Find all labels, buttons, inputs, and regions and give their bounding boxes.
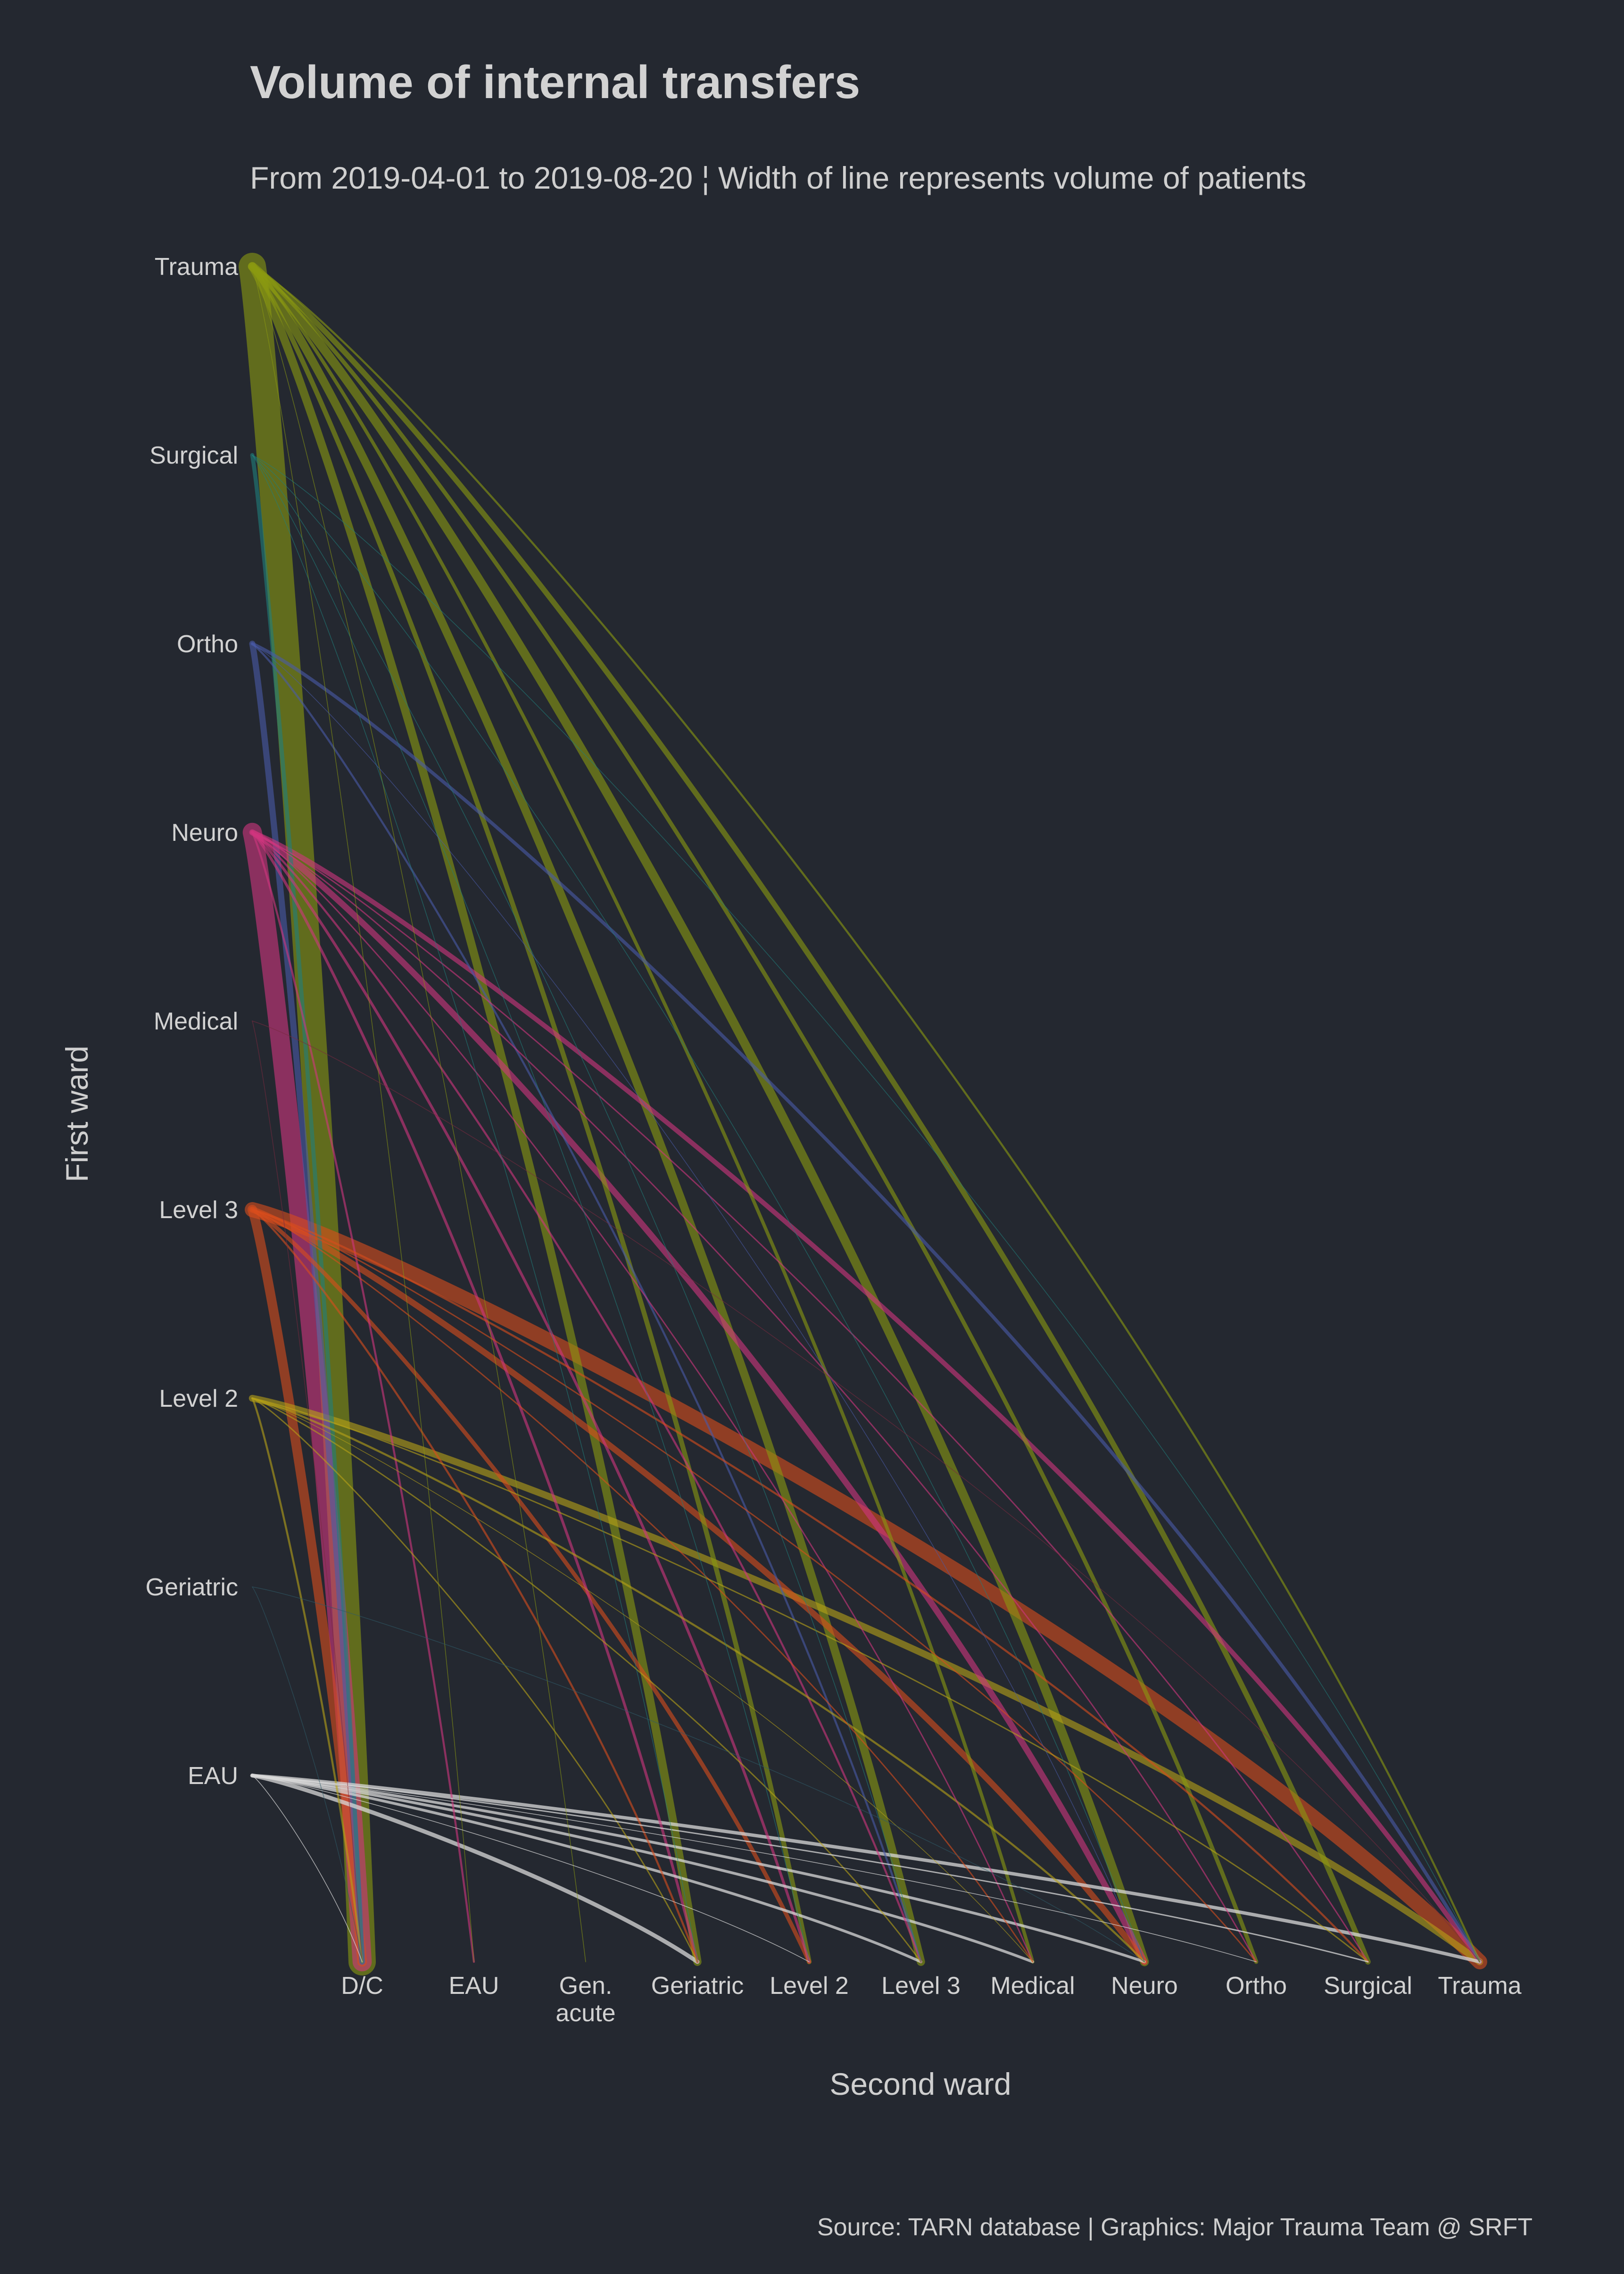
link-level-3-to-trauma — [245, 1202, 1487, 1969]
link-geriatric-to-neuro — [252, 1586, 1145, 1962]
second-ward-label-trauma: Trauma — [1438, 1972, 1521, 2000]
link-level-3-to-ortho — [251, 1209, 1257, 1963]
link-eau-to-level-2 — [252, 1775, 810, 1962]
link-medical-to-d-c — [252, 1021, 363, 1962]
chart-caption: Source: TARN database | Graphics: Major … — [817, 2214, 1533, 2241]
chart-title: Volume of internal transfers — [250, 56, 860, 108]
link-level-3-to-level-2 — [250, 1207, 812, 1964]
link-surgical-to-level-2 — [252, 455, 810, 1962]
first-ward-label-medical: Medical — [154, 1008, 238, 1035]
link-neuro-to-medical — [251, 831, 1034, 1963]
link-trauma-to-neuro — [248, 262, 1149, 1967]
link-surgical-to-neuro — [252, 455, 1145, 1962]
link-level-2-to-d-c — [251, 1397, 364, 1963]
link-eau-to-medical — [251, 1774, 1034, 1963]
link-neuro-to-ortho — [251, 831, 1257, 1963]
link-eau-to-d-c — [252, 1775, 363, 1962]
second-ward-label-surgical: Surgical — [1324, 1972, 1412, 2000]
link-eau-to-level-3 — [251, 1774, 922, 1963]
link-neuro-to-neuro — [249, 829, 1148, 1965]
link-eau-to-ortho — [252, 1775, 1257, 1962]
link-level-2-to-level-3 — [251, 1397, 922, 1963]
first-ward-label-level-3: Level 3 — [159, 1196, 238, 1224]
link-eau-to-neuro — [251, 1774, 1146, 1963]
link-eau-to-surgical — [251, 1775, 1369, 1963]
second-ward-label-neuro: Neuro — [1111, 1972, 1178, 2000]
x-axis-title: Second ward — [829, 2067, 1011, 2101]
second-ward-label-medical: Medical — [990, 1972, 1075, 2000]
second-ward-label-level-2: Level 2 — [770, 1972, 849, 2000]
first-ward-label-ortho: Ortho — [177, 631, 238, 658]
link-geriatric-to-d-c — [252, 1586, 363, 1962]
y-axis-title: First ward — [59, 1046, 94, 1182]
link-surgical-to-trauma — [252, 455, 1480, 1962]
second-ward-label-geriatric: Geriatric — [651, 1972, 744, 2000]
link-trauma-to-surgical — [249, 264, 1371, 1965]
first-ward-label-neuro: Neuro — [171, 819, 238, 847]
link-surgical-to-geriatric — [252, 455, 698, 1962]
link-surgical-to-d-c — [250, 453, 365, 1964]
link-neuro-to-level-2 — [251, 831, 811, 1963]
first-ward-label-surgical: Surgical — [149, 442, 238, 469]
link-level-2-to-trauma — [249, 1394, 1483, 1966]
link-trauma-to-medical — [250, 265, 1035, 1964]
link-level-3-to-neuro — [249, 1206, 1148, 1965]
second-ward-label-eau: EAU — [449, 1972, 499, 2000]
link-level-2-to-surgical — [251, 1397, 1369, 1963]
links-layer — [239, 253, 1487, 1975]
link-trauma-to-eau — [252, 266, 474, 1962]
second-ward-label-ortho: Ortho — [1226, 1972, 1287, 2000]
link-level-2-to-neuro — [251, 1397, 1146, 1963]
first-ward-labels: Trauma Surgical Ortho Neuro Medical Level 3 Le… — [146, 253, 239, 1790]
second-ward-labels: D/C EAU Gen. acute Geriatric Level 2 Level 3 Me… — [341, 1972, 1521, 2027]
link-trauma-to-ortho — [250, 264, 1259, 1964]
link-trauma-to-gen-acute — [252, 266, 586, 1962]
first-ward-label-geriatric: Geriatric — [146, 1574, 238, 1601]
chart-subtitle: From 2019-04-01 to 2019-08-20 ¦ Width of… — [250, 160, 1306, 195]
first-ward-label-level-2: Level 2 — [159, 1385, 238, 1412]
link-neuro-to-eau — [251, 831, 475, 1963]
link-eau-to-geriatric — [250, 1773, 700, 1964]
link-trauma-to-level-2 — [249, 264, 812, 1965]
link-medical-to-trauma — [252, 1021, 1480, 1962]
link-level-3-to-medical — [251, 1209, 1034, 1963]
link-neuro-to-geriatric — [251, 831, 699, 1963]
link-surgical-to-level-3 — [252, 455, 921, 1962]
link-trauma-to-trauma — [251, 265, 1481, 1963]
link-ortho-to-neuro — [252, 643, 1145, 1962]
link-eau-to-trauma — [250, 1774, 1482, 1964]
second-ward-label-gen-acute: Gen. acute — [555, 1972, 615, 2027]
link-level-3-to-surgical — [251, 1208, 1369, 1963]
link-ortho-to-trauma — [250, 642, 1482, 1964]
link-neuro-to-surgical — [251, 831, 1369, 1963]
link-level-2-to-geriatric — [251, 1397, 698, 1963]
link-level-3-to-d-c — [247, 1204, 367, 1967]
link-ortho-to-level-3 — [251, 642, 922, 1963]
link-ortho-to-d-c — [249, 640, 365, 1965]
link-level-3-to-geriatric — [251, 1208, 699, 1963]
second-ward-label-d-c: D/C — [341, 1972, 383, 2000]
first-ward-label-trauma: Trauma — [155, 253, 238, 281]
link-level-2-to-medical — [252, 1398, 1033, 1962]
link-neuro-to-level-3 — [251, 831, 922, 1963]
link-trauma-to-level-3 — [248, 262, 925, 1966]
second-ward-label-level-3: Level 3 — [881, 1972, 961, 2000]
first-ward-label-eau: EAU — [188, 1762, 238, 1790]
